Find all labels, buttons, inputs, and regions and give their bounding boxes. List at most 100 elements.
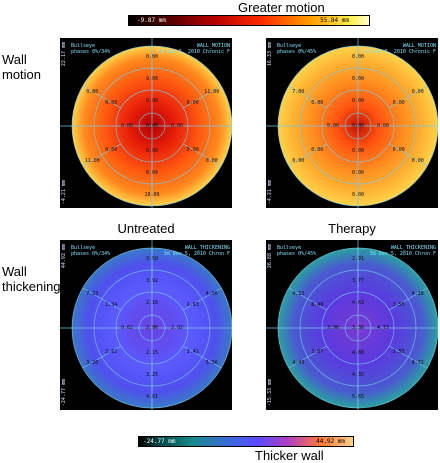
segment-value: 0.00 <box>145 54 159 60</box>
panel-header-text: 3d Dec 5, 2010 Chron F <box>369 251 436 257</box>
sector-divider <box>82 287 121 311</box>
segment-value: 3.36 <box>351 325 365 331</box>
panel-scale-max: 26.88 mm <box>267 244 273 269</box>
panel-header-text: Bullseye <box>277 43 302 49</box>
segment-value: 3.55 <box>392 301 405 308</box>
segment-value: 0.00 <box>311 146 324 153</box>
panel-scale-min: -4.21 mm <box>61 179 67 204</box>
panel-scale-max: 22.17 mm <box>61 42 67 67</box>
row-label-line: Wall <box>2 264 27 279</box>
panel-scale-min: -15.33 mm <box>267 378 273 406</box>
panel-scale-max: 16.33 mm <box>267 42 273 67</box>
segment-value: 0.00 <box>120 123 134 129</box>
bullseye-panel-motion-untreated[interactable]: Bullseye phases 0%/34% WALL_MOTION 3d Dec 5… <box>60 38 232 208</box>
bullseye-plot <box>60 38 232 208</box>
sector-divider <box>183 85 222 109</box>
segment-value: 4.13 <box>292 290 305 297</box>
panel-header-right: WALL_THICKENING 3d Dec 5, 2010 Chron F <box>370 245 436 257</box>
segment-value: 2.63 <box>186 301 199 308</box>
segment-value: 0.00 <box>351 76 365 82</box>
panel-scale-min: -4.21 mm <box>267 179 273 204</box>
segment-value: 4.56 <box>205 290 218 297</box>
segment-value: 3.96 <box>326 325 340 331</box>
panel-header-right: WALL_MOTION 3d Dec 5, 2010 Chronic F <box>364 43 436 55</box>
panel-header-right: WALL_MOTION 3d Dec 5, 2010 Chronic F <box>158 43 230 55</box>
sector-divider <box>288 143 327 167</box>
segment-value: 4.63 <box>351 300 365 306</box>
segment-value: 4.72 <box>411 359 424 366</box>
segment-value: 0.00 <box>411 88 424 95</box>
segment-value: 3.77 <box>351 278 365 284</box>
panel-header-text: Bullseye <box>71 245 96 251</box>
panel-header-text: Bullseye <box>71 43 96 49</box>
segment-value: 4.88 <box>351 350 365 356</box>
segment-value: 0.00 <box>392 146 405 153</box>
bottom-colorbar-max: 44.92 mm <box>316 438 345 445</box>
segment-value: 0.00 <box>105 99 118 106</box>
panel-header-text: phases 0%/45% <box>277 251 317 257</box>
sector-divider <box>288 345 327 369</box>
segment-value: 0.00 <box>105 146 118 153</box>
row-label-line: thickening <box>2 279 61 294</box>
segment-value: 7.23 <box>86 290 99 297</box>
segment-value: 0.00 <box>376 123 390 129</box>
panel-header-text: 3d Dec 5, 2010 Chronic F <box>157 49 230 55</box>
bullseye-panel-thickening-therapy[interactable]: Bullseye phases 0%/45% WALL_THICKENING 3d D… <box>266 240 438 410</box>
panel-header-text: 3d Dec 5, 2010 Chronic F <box>363 49 436 55</box>
segment-value: 3.07 <box>311 348 324 355</box>
segment-value: 7.00 <box>292 88 305 95</box>
sector-divider <box>389 287 428 311</box>
row-label-line: Wall <box>2 52 27 67</box>
panel-header-right: WALL_THICKENING 3d Dec 5, 2010 Chron F <box>164 245 230 257</box>
panel-header-left: Bullseye phases 0%/34% <box>71 43 110 55</box>
segment-value: 2.96 <box>145 325 159 331</box>
segment-value: 0.00 <box>326 123 340 129</box>
segment-value: 11.00 <box>84 157 100 164</box>
segment-value: 2.92 <box>170 325 184 331</box>
panel-header-text: WALL_MOTION <box>196 43 230 49</box>
sector-divider <box>82 85 121 109</box>
segment-value: 0.00 <box>145 170 159 176</box>
segment-value: 0.00 <box>392 99 405 106</box>
top-colorbar: -9.87 mm 55.84 mm <box>128 15 370 26</box>
segment-value: 10.00 <box>144 192 160 198</box>
panel-header-text: Bullseye <box>277 245 302 251</box>
row-label-wall-motion: Wall motion <box>2 52 41 82</box>
panel-header-left: Bullseye phases 0%/45% <box>277 245 316 257</box>
bullseye-plot <box>266 240 438 410</box>
panel-header-text: phases 0%/34% <box>71 49 111 55</box>
segment-value: 1.34 <box>105 301 118 308</box>
segment-value: 3.42 <box>186 348 199 355</box>
segment-value: 4.35 <box>351 372 365 378</box>
segment-value: 0.00 <box>351 123 365 129</box>
segment-value: 0.00 <box>170 123 184 129</box>
segment-value: 3.92 <box>145 278 159 284</box>
sector-divider <box>288 85 327 109</box>
segment-value: 0.00 <box>351 192 365 198</box>
bottom-colorbar-title: Thicker wall <box>255 448 324 463</box>
bullseye-plot <box>266 38 438 208</box>
sector-divider <box>82 345 121 369</box>
panel-scale-min: -24.77 mm <box>61 378 67 406</box>
panel-header-text: phases 0%/34% <box>71 251 111 257</box>
segment-value: 4.73 <box>376 325 390 331</box>
sector-divider <box>183 345 222 369</box>
segment-value: 0.00 <box>351 54 365 60</box>
segment-value: 0.00 <box>351 98 365 104</box>
sector-divider <box>389 345 428 369</box>
panel-header-text: 3d Dec 5, 2010 Chron F <box>163 251 230 257</box>
column-label-therapy: Therapy <box>328 221 376 236</box>
segment-value: 2.91 <box>351 256 365 262</box>
row-label-line: motion <box>2 67 42 82</box>
segment-value: 3.25 <box>145 372 159 378</box>
sector-divider <box>183 143 222 167</box>
segment-value: 3.20 <box>86 359 99 366</box>
segment-value: 0.00 <box>186 146 199 153</box>
segment-value: 9.00 <box>145 76 159 82</box>
bottom-colorbar: -24.77 mm 44.92 mm <box>138 436 354 447</box>
segment-value: 2.55 <box>392 348 405 355</box>
segment-value: 4.81 <box>145 394 159 400</box>
panel-header-text: WALL_THICKENING <box>390 245 436 251</box>
bullseye-panel-thickening-untreated[interactable]: Bullseye phases 0%/34% WALL_THICKENING 3d D… <box>60 240 232 410</box>
bullseye-panel-motion-therapy[interactable]: Bullseye phases 0%/45% WALL_MOTION 3d Dec 5… <box>266 38 438 208</box>
